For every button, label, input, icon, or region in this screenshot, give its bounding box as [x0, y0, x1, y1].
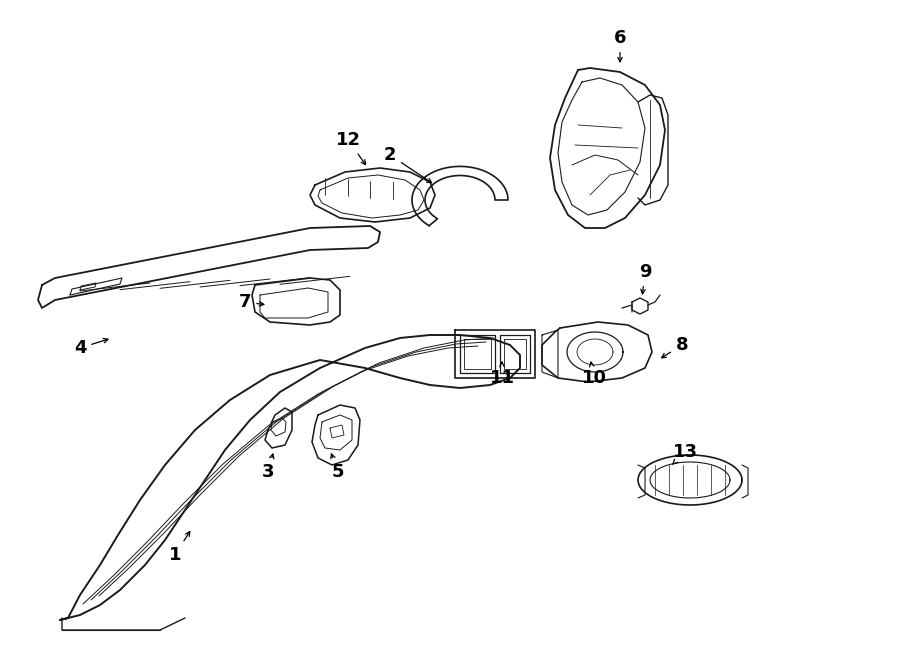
- Text: 8: 8: [662, 336, 688, 358]
- Text: 7: 7: [238, 293, 264, 311]
- Text: 13: 13: [672, 443, 698, 464]
- Text: 10: 10: [581, 362, 607, 387]
- Text: 11: 11: [490, 362, 515, 387]
- Text: 12: 12: [336, 131, 365, 165]
- Text: 2: 2: [383, 146, 431, 182]
- Text: 9: 9: [639, 263, 652, 294]
- Text: 1: 1: [169, 531, 190, 564]
- Text: 3: 3: [262, 454, 274, 481]
- Text: 5: 5: [331, 454, 344, 481]
- Text: 4: 4: [74, 338, 108, 357]
- Text: 6: 6: [614, 29, 626, 62]
